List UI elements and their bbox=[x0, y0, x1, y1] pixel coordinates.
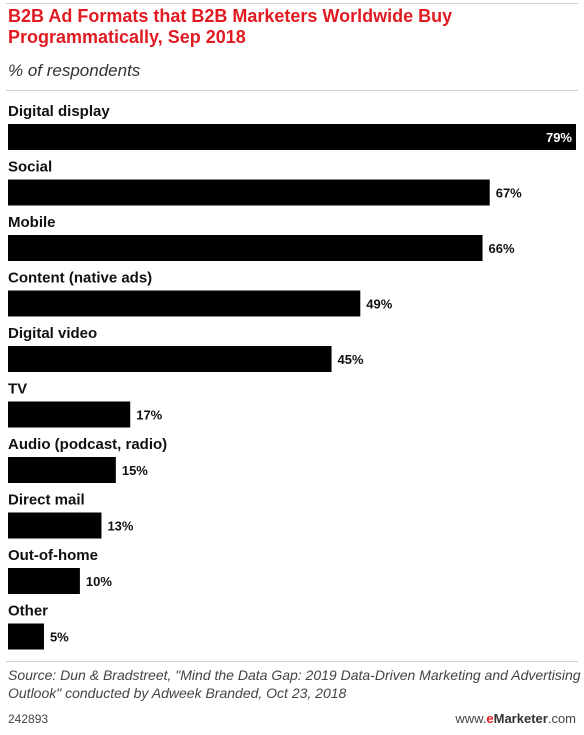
bar bbox=[8, 290, 361, 317]
bar bbox=[8, 401, 131, 428]
value-label: 15% bbox=[122, 463, 148, 478]
category-label: Digital display bbox=[8, 103, 110, 120]
category-label: Out-of-home bbox=[8, 547, 98, 564]
bar bbox=[8, 346, 332, 372]
brand-suffix: .com bbox=[547, 711, 576, 726]
category-label: Social bbox=[8, 159, 52, 176]
category-label: TV bbox=[8, 381, 27, 398]
brand-prefix: www. bbox=[455, 711, 487, 726]
bar bbox=[8, 457, 116, 483]
bar bbox=[8, 124, 576, 150]
brand-e: e bbox=[486, 711, 494, 726]
brand-logo[interactable]: www.eMarketer.com bbox=[455, 711, 576, 726]
value-label: 5% bbox=[50, 630, 69, 645]
source-note: Source: Dun & Bradstreet, "Mind the Data… bbox=[8, 667, 581, 701]
category-label: Audio (podcast, radio) bbox=[8, 436, 167, 453]
bar bbox=[8, 512, 102, 539]
chart-subtitle: % of respondents bbox=[8, 61, 141, 80]
value-label: 49% bbox=[366, 297, 392, 312]
category-label: Content (native ads) bbox=[8, 270, 152, 287]
bottom-rule bbox=[6, 661, 578, 662]
value-label: 13% bbox=[107, 519, 133, 534]
value-label: 79% bbox=[546, 130, 572, 145]
bar bbox=[8, 568, 80, 594]
category-label: Mobile bbox=[8, 214, 56, 231]
value-label: 17% bbox=[136, 408, 162, 423]
bar bbox=[8, 623, 44, 650]
top-rule bbox=[6, 3, 578, 4]
chart-id: 242893 bbox=[8, 712, 49, 726]
value-label: 10% bbox=[86, 574, 112, 589]
category-label: Other bbox=[8, 603, 48, 620]
category-label: Direct mail bbox=[8, 492, 85, 509]
value-label: 66% bbox=[489, 241, 515, 256]
brand-name: Marketer bbox=[493, 711, 548, 726]
bar bbox=[8, 235, 483, 261]
chart-title: B2B Ad Formats that B2B Marketers Worldw… bbox=[8, 6, 453, 47]
value-label: 45% bbox=[338, 352, 364, 367]
value-label: 67% bbox=[496, 186, 522, 201]
bar bbox=[8, 179, 490, 206]
category-label: Digital video bbox=[8, 325, 97, 342]
title-rule bbox=[6, 90, 578, 91]
bar-chart: Digital display 79% Social 67% Mobile 66% Cont… bbox=[8, 103, 576, 650]
